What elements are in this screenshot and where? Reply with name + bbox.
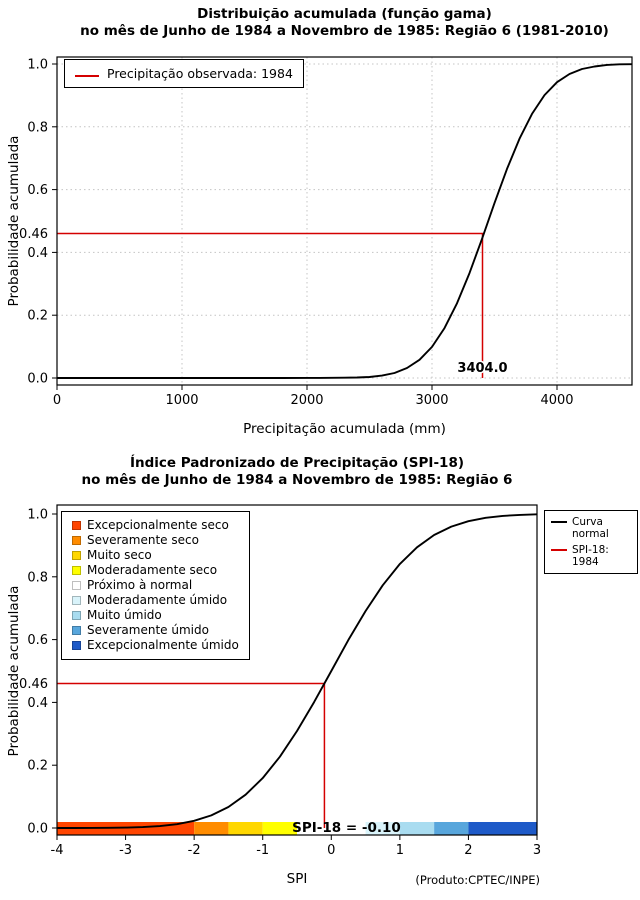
cdf-curve — [57, 513, 538, 829]
category-swatch-moderately-wet — [72, 596, 81, 605]
x-tick-label: 0 — [53, 393, 61, 408]
y-tick-label: 0.2 — [27, 759, 48, 774]
spi-cdf-panel: Índice Padronizado de Precipitação (SPI-… — [0, 450, 640, 900]
category-label: Severamente seco — [87, 533, 199, 547]
bottom-chart-title-line1: Índice Padronizado de Precipitação (SPI-… — [129, 455, 465, 471]
category-label: Moderadamente seco — [87, 563, 218, 577]
spi-categories-legend: Excepcionalmente seco Severamente seco M… — [61, 511, 250, 660]
category-swatch-severely-wet — [72, 626, 81, 635]
category-swatch-exceptionally-dry — [72, 521, 81, 530]
bottom-y-axis-label: Probabilidade acumulada — [6, 585, 22, 757]
y-tick-label: 0.6 — [27, 633, 48, 648]
legend-item: Muito seco — [72, 548, 239, 563]
legend-item: Próximo à normal — [72, 578, 239, 593]
x-tick-label: 2 — [464, 843, 472, 858]
marker-bar-label: SPI-18 = -0.10 — [292, 820, 401, 836]
y-tick-label: 0.0 — [27, 372, 48, 387]
marker-x-label: 3404.0 — [457, 361, 507, 376]
category-label: Severamente úmido — [87, 623, 209, 637]
spi-colorbar-segment — [399, 822, 435, 835]
normal-curve-legend-label: Curva normal — [572, 516, 609, 540]
category-swatch-moderately-dry — [72, 566, 81, 575]
spi-legend-label: SPI-18: 1984 — [572, 544, 609, 568]
black-line-swatch — [551, 521, 567, 523]
x-tick-label: 3 — [533, 843, 541, 858]
marker-y-label: 0.46 — [19, 677, 48, 692]
top-chart-title-line2: no mês de Junho de 1984 a Novembro de 19… — [80, 23, 609, 39]
y-tick-label: 0.8 — [27, 120, 48, 135]
category-swatch-very-wet — [72, 611, 81, 620]
y-tick-label: 1.0 — [27, 508, 48, 523]
category-swatch-near-normal — [72, 581, 81, 590]
category-label: Muito seco — [87, 548, 152, 562]
x-tick-label: 1000 — [165, 393, 198, 408]
legend-item: Moderadamente seco — [72, 563, 239, 578]
red-line-swatch — [75, 75, 99, 77]
y-tick-label: 0.0 — [27, 822, 48, 837]
y-tick-label: 0.4 — [27, 696, 48, 711]
x-tick-label: 4000 — [540, 393, 573, 408]
legend-item: Severamente seco — [72, 533, 239, 548]
spi-colorbar-segment — [365, 822, 400, 835]
legend-item: Moderadamente úmido — [72, 593, 239, 608]
category-label: Excepcionalmente úmido — [87, 638, 239, 652]
top-y-axis-label: Probabilidade acumulada — [6, 135, 22, 307]
y-tick-label: 1.0 — [27, 58, 48, 73]
category-swatch-exceptionally-wet — [72, 641, 81, 650]
category-label: Próximo à normal — [87, 578, 193, 592]
x-tick-label: 3000 — [415, 393, 448, 408]
x-tick-label: 0 — [327, 843, 335, 858]
legend-item: Severamente úmido — [72, 623, 239, 638]
spi-colorbar-segment — [434, 822, 469, 835]
y-tick-label: 0.8 — [27, 570, 48, 585]
spi-colorbar-segment — [194, 822, 229, 835]
marker-line — [57, 682, 326, 828]
category-swatch-severely-dry — [72, 536, 81, 545]
x-tick-label: 1 — [396, 843, 404, 858]
spi-cdf-chart: -4 -3 -2 -1 0 1 2 3 0.0 0.2 0.4 0.6 0.8 1.0 0.46 SPI-18… — [19, 504, 541, 858]
precipitation-cdf-panel: Distribuição acumulada (função gama) no … — [6, 6, 633, 437]
bottom-chart-title-line2: no mês de Junho de 1984 a Novembro de 19… — [81, 472, 513, 488]
x-tick-label: -4 — [51, 843, 64, 858]
y-tick-label: 0.6 — [27, 183, 48, 198]
marker-y-label: 0.46 — [19, 227, 48, 242]
x-tick-label: 2000 — [290, 393, 323, 408]
x-tick-label: -1 — [256, 843, 269, 858]
category-label: Excepcionalmente seco — [87, 518, 229, 532]
category-swatch-very-dry — [72, 551, 81, 560]
spi-colorbar-segment — [468, 822, 537, 835]
legend-item: Excepcionalmente úmido — [72, 638, 239, 653]
cdf-curve — [57, 63, 633, 379]
precipitation-cdf-chart: 0 1000 2000 3000 4000 0.0 0.2 0.4 0.6 0.8 1.0 0.46 3… — [19, 56, 633, 408]
spi-colorbar-segment — [228, 822, 263, 835]
plot-border — [56, 504, 538, 836]
legend-item: Muito úmido — [72, 608, 239, 623]
top-x-axis-label: Precipitação acumulada (mm) — [243, 421, 446, 437]
observed-precipitation-legend-label: Precipitação observada: 1984 — [107, 66, 293, 81]
marker-line — [57, 232, 484, 378]
legend-item: SPI-18: 1984 — [551, 544, 631, 568]
y-tick-label: 0.4 — [27, 246, 48, 261]
spi-colorbar-segment — [262, 822, 297, 835]
spi-colorbar-segment — [297, 822, 366, 835]
observed-precipitation-legend: Precipitação observada: 1984 — [64, 59, 304, 88]
curves-legend: Curva normal SPI-18: 1984 — [544, 510, 638, 574]
bottom-x-axis-label: SPI — [286, 871, 308, 887]
legend-item: Excepcionalmente seco — [72, 518, 239, 533]
top-chart-title-line1: Distribuição acumulada (função gama) — [197, 6, 492, 22]
red-line-swatch — [551, 549, 567, 551]
x-tick-label: -3 — [119, 843, 132, 858]
legend-item: Curva normal — [551, 516, 631, 540]
product-credit: (Produto:CPTEC/INPE) — [415, 873, 540, 887]
x-tick-label: -2 — [188, 843, 201, 858]
y-tick-label: 0.2 — [27, 309, 48, 324]
category-label: Moderadamente úmido — [87, 593, 228, 607]
category-label: Muito úmido — [87, 608, 162, 622]
plot-border — [56, 56, 633, 386]
